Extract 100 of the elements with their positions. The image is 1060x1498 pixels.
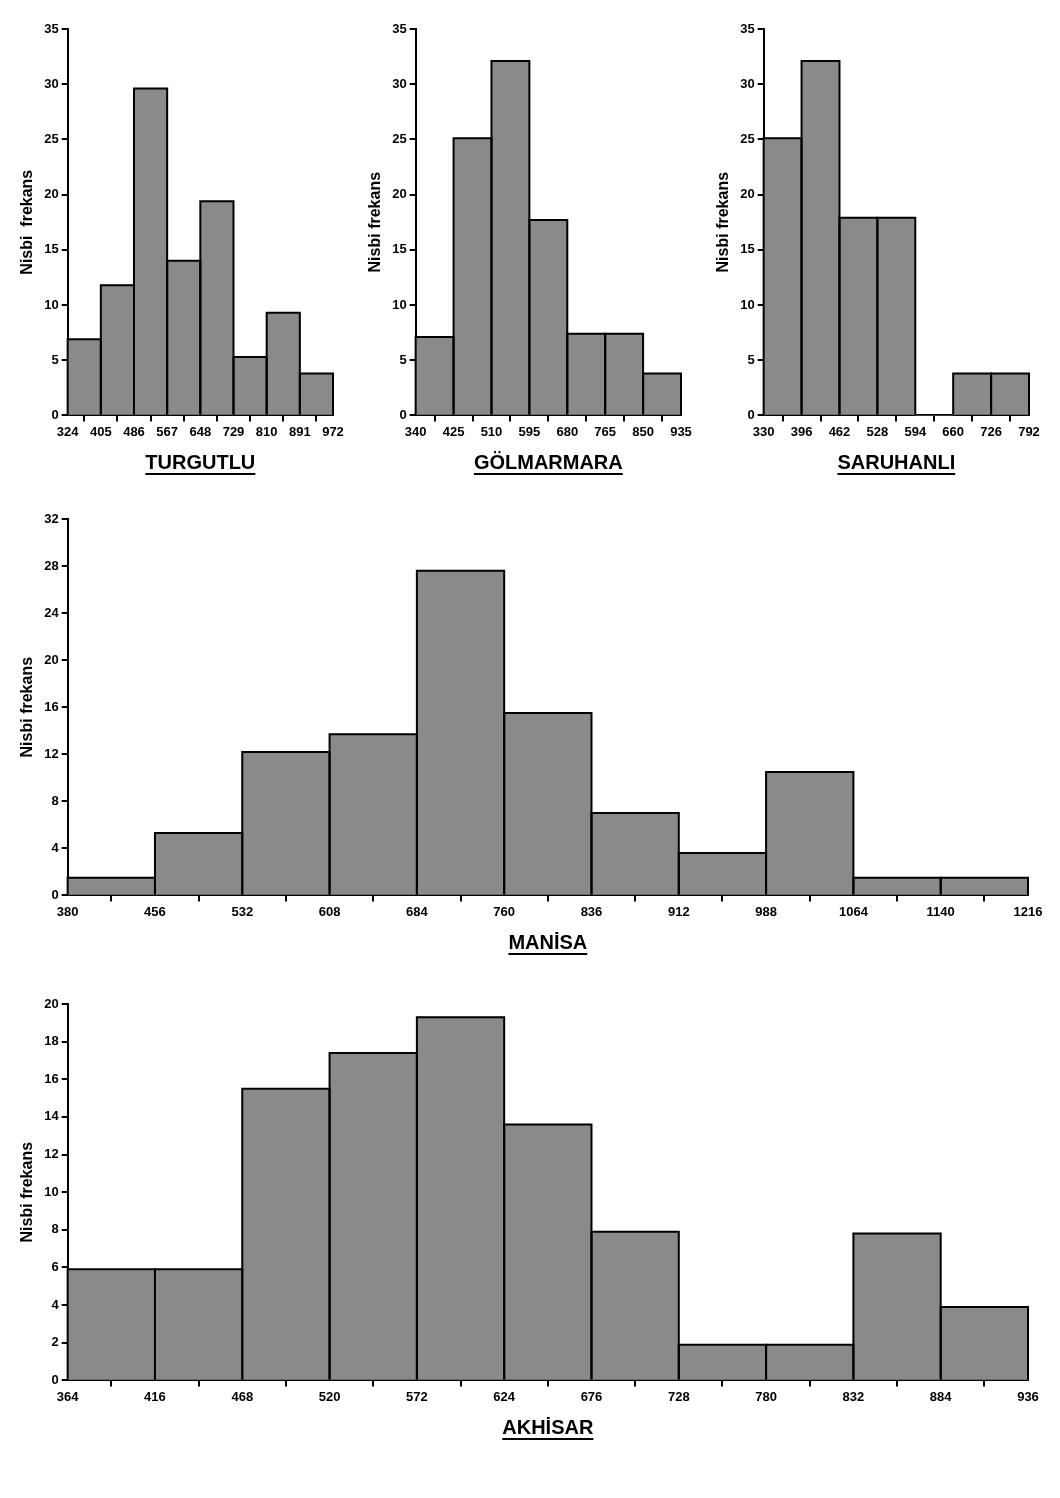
- y-tick-label: 35: [740, 20, 755, 36]
- y-tick-label: 8: [51, 1221, 59, 1237]
- text: MANİSA: [508, 931, 588, 954]
- x-tick-label: 726: [980, 423, 1002, 439]
- x-tick-label: 680: [556, 423, 579, 439]
- y-tick-label: 28: [44, 557, 59, 573]
- x-tick-label: 884: [929, 1388, 953, 1404]
- y-tick-label: 8: [51, 792, 59, 808]
- x-tick-label: 396: [790, 423, 813, 439]
- y-tick-label: 15: [740, 241, 755, 257]
- y-tick-label: 6: [51, 1259, 59, 1275]
- x-tick-label: 425: [442, 423, 465, 439]
- y-tick-label: 32: [44, 510, 59, 526]
- y-tick-label: 0: [747, 406, 755, 422]
- x-tick-label: 729: [222, 423, 245, 439]
- y-tick-label: 25: [740, 130, 755, 146]
- x-tick-label: 936: [1017, 1388, 1039, 1404]
- x-tick-label: 836: [580, 903, 603, 919]
- x-tick-label: 850: [632, 423, 654, 439]
- y-tick-label: 20: [44, 186, 59, 202]
- x-tick-label: 608: [318, 903, 341, 919]
- y-axis-title: Nisbi frekans: [714, 171, 732, 273]
- x-tick-label: 972: [322, 423, 344, 439]
- x-tick-label: 648: [189, 423, 212, 439]
- y-tick-label: 20: [740, 186, 755, 202]
- x-tick-label: 988: [755, 903, 777, 919]
- x-tick-label: 567: [156, 423, 179, 439]
- x-tick-label: 676: [580, 1388, 603, 1404]
- x-tick-label: 1064: [838, 903, 869, 919]
- x-tick-label: 330: [752, 423, 775, 439]
- x-tick-label: 405: [89, 423, 112, 439]
- y-tick-label: 5: [51, 351, 59, 367]
- y-tick-label: 18: [44, 1033, 59, 1049]
- y-tick-label: 12: [44, 745, 59, 761]
- x-tick-label: 728: [667, 1388, 690, 1404]
- y-tick-label: 16: [44, 1070, 59, 1086]
- y-tick-label: 10: [392, 296, 407, 312]
- x-tick-label: 810: [255, 423, 278, 439]
- x-tick-label: 486: [123, 423, 145, 439]
- y-tick-label: 24: [44, 604, 60, 620]
- y-tick-label: 15: [44, 241, 59, 257]
- x-tick-label: 520: [318, 1388, 341, 1404]
- y-tick-label: 5: [399, 351, 407, 367]
- y-tick-label: 10: [740, 296, 755, 312]
- y-axis-title: Nisbi frekans: [18, 1141, 36, 1243]
- text: AKHİSAR: [502, 1416, 594, 1439]
- x-tick-label: 595: [518, 423, 541, 439]
- y-tick-label: 30: [44, 75, 59, 91]
- y-tick-label: 35: [44, 20, 59, 36]
- x-tick-label: 624: [493, 1388, 516, 1404]
- x-tick-label: 510: [480, 423, 503, 439]
- y-tick-label: 20: [392, 186, 407, 202]
- x-tick-label: 462: [828, 423, 851, 439]
- y-tick-label: 20: [44, 651, 59, 667]
- y-tick-label: 25: [44, 130, 59, 146]
- x-tick-label: 532: [231, 903, 254, 919]
- x-tick-label: 832: [842, 1388, 865, 1404]
- y-tick-label: 0: [51, 886, 59, 902]
- text: SARUHANLI: [837, 451, 956, 474]
- x-tick-label: 594: [904, 423, 927, 439]
- y-tick-label: 25: [392, 130, 407, 146]
- x-tick-label: 340: [404, 423, 427, 439]
- x-tick-label: 380: [56, 903, 79, 919]
- y-tick-label: 2: [51, 1334, 59, 1350]
- x-tick-label: 364: [56, 1388, 80, 1404]
- x-tick-label: 780: [755, 1388, 777, 1404]
- y-axis-title: Nisbi frekans: [18, 169, 36, 275]
- x-tick-label: 324: [56, 423, 80, 439]
- x-tick-label: 660: [942, 423, 965, 439]
- x-tick-label: 935: [670, 423, 692, 439]
- x-tick-label: 912: [667, 903, 690, 919]
- y-tick-label: 4: [51, 1296, 60, 1312]
- y-tick-label: 30: [740, 75, 755, 91]
- y-tick-label: 20: [44, 995, 59, 1011]
- x-tick-label: 528: [866, 423, 889, 439]
- y-tick-label: 0: [51, 406, 59, 422]
- x-tick-label: 572: [406, 1388, 428, 1404]
- y-tick-label: 35: [392, 20, 407, 36]
- x-tick-label: 684: [406, 903, 429, 919]
- y-tick-label: 0: [51, 1371, 59, 1387]
- x-tick-label: 760: [493, 903, 516, 919]
- x-tick-label: 468: [231, 1388, 254, 1404]
- text: TURGUTLU: [145, 451, 256, 474]
- y-axis-title: Nisbi frekans: [366, 171, 384, 273]
- y-tick-label: 5: [747, 351, 755, 367]
- x-tick-label: 765: [594, 423, 617, 439]
- y-tick-label: 30: [392, 75, 407, 91]
- text: GÖLMARMARA: [473, 451, 623, 474]
- y-tick-label: 16: [44, 698, 59, 714]
- y-tick-label: 4: [51, 839, 60, 855]
- y-tick-label: 15: [392, 241, 407, 257]
- x-tick-label: 1216: [1013, 903, 1043, 919]
- x-tick-label: 891: [288, 423, 311, 439]
- x-tick-label: 1140: [926, 903, 955, 919]
- x-tick-label: 416: [144, 1388, 166, 1404]
- y-axis-title: Nisbi frekans: [18, 656, 36, 758]
- y-tick-label: 14: [44, 1108, 60, 1124]
- y-tick-label: 0: [399, 406, 407, 422]
- y-tick-label: 12: [44, 1146, 59, 1162]
- x-tick-label: 792: [1018, 423, 1040, 439]
